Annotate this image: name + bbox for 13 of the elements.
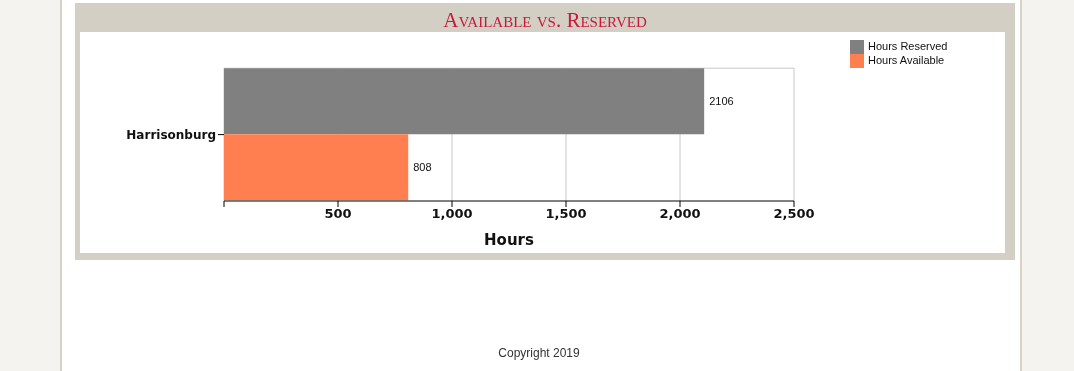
data-label: 2106 (709, 95, 734, 108)
data-label: 808 (413, 161, 432, 174)
text: Copyright 2019 (497, 346, 581, 360)
x-tick-label: 1,000 (431, 206, 473, 222)
y-tick-label: Harrisonburg (126, 127, 216, 142)
x-axis-title: Hours (484, 231, 534, 249)
x-tick-label: 500 (324, 206, 352, 222)
chart-title: Available vs. Reserved (442, 8, 648, 33)
legend-label: Hours Available (868, 54, 945, 67)
legend-label: Hours Reserved (868, 40, 948, 52)
x-tick-label: 1,500 (545, 206, 587, 222)
x-tick-label: 2,500 (773, 206, 815, 222)
x-tick-label: 2,000 (659, 206, 701, 222)
